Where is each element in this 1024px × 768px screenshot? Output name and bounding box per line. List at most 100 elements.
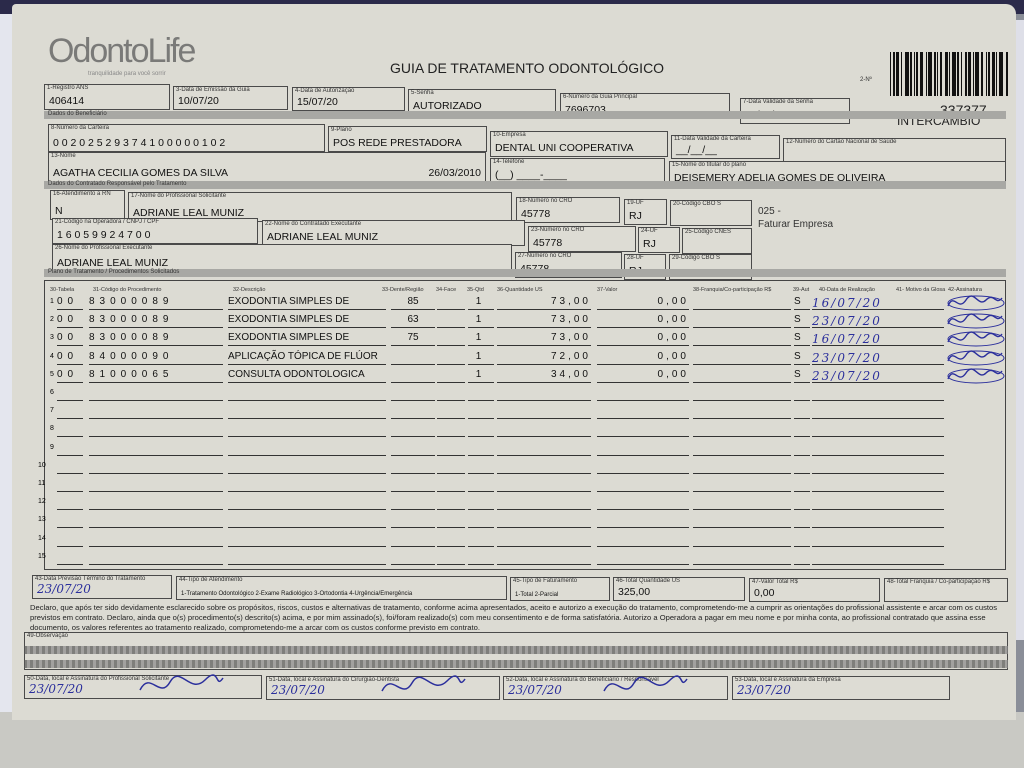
- tabela-cell[interactable]: 00: [57, 296, 83, 310]
- data-realizacao-cell[interactable]: 23/07/20: [812, 369, 898, 383]
- qtd-cell[interactable]: 1: [468, 351, 494, 365]
- face-cell[interactable]: [437, 442, 465, 456]
- aut-cell[interactable]: [794, 423, 810, 438]
- valor-cell[interactable]: 0,00: [597, 314, 689, 329]
- qtd-cell[interactable]: [468, 460, 494, 474]
- qtd-cell[interactable]: [468, 514, 494, 529]
- qtd-cell[interactable]: 1: [468, 314, 494, 329]
- us-cell[interactable]: [497, 460, 591, 474]
- descricao-cell[interactable]: [228, 423, 386, 438]
- valor-cell[interactable]: 0,00: [597, 332, 689, 347]
- field-f3[interactable]: 3-Data de Emissão da Guia 10/07/20: [173, 86, 288, 110]
- dente-cell[interactable]: [391, 514, 435, 529]
- franquia-cell[interactable]: [693, 332, 791, 347]
- tabela-cell[interactable]: 00: [57, 314, 83, 329]
- descricao-cell[interactable]: [228, 514, 386, 529]
- field-f9[interactable]: 9-Plano POS REDE PRESTADORA: [328, 126, 487, 152]
- data-realizacao-cell[interactable]: [812, 442, 898, 456]
- dente-cell[interactable]: [391, 387, 435, 401]
- field-f17[interactable]: 17-Nome do Profissional Solicitante ADRIA…: [128, 192, 512, 222]
- tabela-cell[interactable]: 00: [57, 351, 83, 365]
- franquia-cell[interactable]: [693, 314, 791, 329]
- field-f8[interactable]: 8-Número da Carteira 0 0 2 0 2 5 2 9 3 7 …: [48, 124, 325, 152]
- tabela-cell[interactable]: [57, 405, 83, 420]
- data-realizacao-cell[interactable]: [812, 514, 898, 529]
- face-cell[interactable]: [437, 514, 465, 529]
- franquia-cell[interactable]: [693, 460, 791, 474]
- dente-cell[interactable]: [391, 533, 435, 547]
- tabela-cell[interactable]: [57, 551, 83, 565]
- face-cell[interactable]: [437, 533, 465, 547]
- franquia-cell[interactable]: [693, 496, 791, 511]
- valor-cell[interactable]: [597, 533, 689, 547]
- codigo-cell[interactable]: [89, 442, 223, 456]
- us-cell[interactable]: [497, 405, 591, 420]
- franquia-cell[interactable]: [693, 351, 791, 365]
- valor-cell[interactable]: [597, 442, 689, 456]
- dente-cell[interactable]: [391, 442, 435, 456]
- face-cell[interactable]: [437, 423, 465, 438]
- aut-cell[interactable]: S: [794, 351, 810, 365]
- field-f4[interactable]: 4-Data de Autorização 15/07/20: [292, 87, 405, 111]
- aut-cell[interactable]: [794, 514, 810, 529]
- field-f24[interactable]: 24-UF RJ: [638, 227, 680, 253]
- tabela-cell[interactable]: 00: [57, 369, 83, 383]
- valor-cell[interactable]: 0,00: [597, 369, 689, 383]
- qtd-cell[interactable]: [468, 551, 494, 565]
- aut-cell[interactable]: [794, 460, 810, 474]
- data-realizacao-cell[interactable]: [812, 423, 898, 438]
- aut-cell[interactable]: [794, 478, 810, 492]
- glosa-cell[interactable]: [898, 496, 944, 511]
- tabela-cell[interactable]: [57, 423, 83, 438]
- valor-cell[interactable]: 0,00: [597, 296, 689, 310]
- data-realizacao-cell[interactable]: [812, 533, 898, 547]
- aut-cell[interactable]: [794, 551, 810, 565]
- glosa-cell[interactable]: [898, 551, 944, 565]
- glosa-cell[interactable]: [898, 332, 944, 347]
- us-cell[interactable]: 34,00: [497, 369, 591, 383]
- glosa-cell[interactable]: [898, 460, 944, 474]
- qtd-cell[interactable]: [468, 478, 494, 492]
- glosa-cell[interactable]: [898, 423, 944, 438]
- codigo-cell[interactable]: [89, 387, 223, 401]
- face-cell[interactable]: [437, 296, 465, 310]
- franquia-cell[interactable]: [693, 514, 791, 529]
- codigo-cell[interactable]: 84000090: [89, 351, 223, 365]
- aut-cell[interactable]: S: [794, 332, 810, 347]
- us-cell[interactable]: [497, 423, 591, 438]
- field-f47[interactable]: 47-Valor Total R$ 0,00: [749, 578, 880, 602]
- us-cell[interactable]: [497, 533, 591, 547]
- tabela-cell[interactable]: [57, 514, 83, 529]
- field-f18[interactable]: 18-Número no CRO 45778: [516, 197, 620, 223]
- data-realizacao-cell[interactable]: 23/07/20: [812, 351, 898, 365]
- valor-cell[interactable]: [597, 405, 689, 420]
- descricao-cell[interactable]: [228, 478, 386, 492]
- field-f53[interactable]: 53-Data, local e Assinatura da Empresa 23…: [732, 676, 950, 700]
- descricao-cell[interactable]: [228, 496, 386, 511]
- glosa-cell[interactable]: [898, 351, 944, 365]
- field-f13[interactable]: 13-Nome AGATHA CECILIA GOMES DA SILVA 26/0…: [48, 152, 486, 182]
- face-cell[interactable]: [437, 387, 465, 401]
- dente-cell[interactable]: [391, 405, 435, 420]
- codigo-cell[interactable]: [89, 460, 223, 474]
- qtd-cell[interactable]: [468, 423, 494, 438]
- qtd-cell[interactable]: [468, 442, 494, 456]
- valor-cell[interactable]: [597, 478, 689, 492]
- franquia-cell[interactable]: [693, 405, 791, 420]
- field-f46[interactable]: 46-Total Quantidade US 325,00: [613, 577, 745, 601]
- field-f20[interactable]: 20-Código CBO S: [670, 200, 752, 226]
- descricao-cell[interactable]: EXODONTIA SIMPLES DE: [228, 314, 386, 329]
- field-f51[interactable]: 51-Data, local e Assinatura do Cirurgião…: [266, 675, 500, 700]
- field-f44[interactable]: 44-Tipo de Atendimento 1-Tratamento Odont…: [176, 576, 507, 600]
- franquia-cell[interactable]: [693, 296, 791, 310]
- us-cell[interactable]: 72,00: [497, 351, 591, 365]
- codigo-cell[interactable]: [89, 478, 223, 492]
- aut-cell[interactable]: [794, 496, 810, 511]
- codigo-cell[interactable]: [89, 551, 223, 565]
- codigo-cell[interactable]: [89, 514, 223, 529]
- qtd-cell[interactable]: [468, 405, 494, 420]
- valor-cell[interactable]: [597, 514, 689, 529]
- field-f26[interactable]: 26-Nome do Profissional Executante ADRIAN…: [52, 244, 512, 272]
- codigo-cell[interactable]: [89, 533, 223, 547]
- aut-cell[interactable]: [794, 533, 810, 547]
